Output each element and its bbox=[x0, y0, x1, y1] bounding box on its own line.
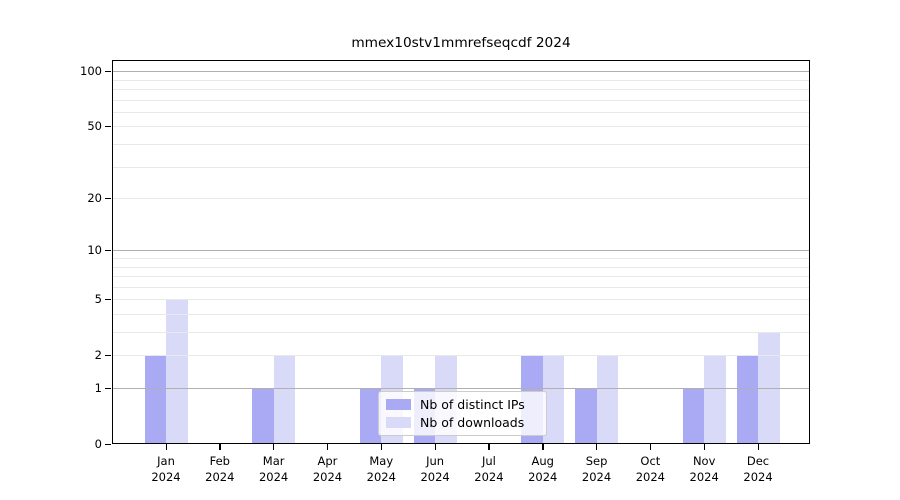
xtick-mark-may bbox=[380, 444, 383, 450]
bar-downloads-aug bbox=[542, 355, 565, 444]
gridline-minor-6 bbox=[112, 286, 810, 288]
legend-label-downloads: Nb of downloads bbox=[420, 415, 525, 430]
ytick-label-50: 50 bbox=[87, 119, 102, 134]
ytick-mark-50 bbox=[105, 125, 111, 128]
ytick-label-20: 20 bbox=[87, 191, 102, 206]
xtick-year-nov: 2024 bbox=[689, 470, 719, 484]
xtick-label-sep: Sep 2024 bbox=[567, 453, 627, 485]
xtick-mark-oct bbox=[649, 444, 652, 450]
bar-distinct-ips-mar bbox=[252, 388, 274, 444]
bar-distinct-ips-may bbox=[359, 388, 382, 444]
legend-row-downloads: Nb of downloads bbox=[386, 414, 539, 431]
legend-swatch-distinct-ips bbox=[386, 399, 411, 410]
xtick-year-aug: 2024 bbox=[528, 470, 558, 484]
xtick-mark-mar bbox=[273, 444, 275, 450]
bar-distinct-ips-jan bbox=[144, 355, 166, 444]
bar-distinct-ips-dec bbox=[736, 355, 759, 444]
chart-title: mmex10stv1mmrefseqcdf 2024 bbox=[351, 35, 571, 51]
bar-downloads-nov bbox=[704, 355, 726, 444]
xtick-label-dec: Dec 2024 bbox=[728, 453, 788, 485]
legend-label-distinct-ips: Nb of distinct IPs bbox=[420, 397, 525, 412]
gridline-major-1 bbox=[112, 388, 810, 389]
xtick-label-oct: Oct 2024 bbox=[620, 453, 680, 485]
legend-swatch-downloads bbox=[386, 417, 411, 428]
gridline-major-100 bbox=[112, 71, 810, 73]
gridline-minor-40 bbox=[112, 144, 810, 146]
gridline-minor-8 bbox=[112, 266, 810, 268]
xtick-mark-sep bbox=[596, 444, 598, 450]
gridline-minor-7 bbox=[112, 276, 810, 278]
xtick-year-jul: 2024 bbox=[474, 470, 504, 484]
xtick-label-feb: Feb 2024 bbox=[190, 453, 250, 485]
xtick-year-oct: 2024 bbox=[635, 470, 666, 484]
gridline-minor-3 bbox=[112, 332, 810, 334]
ytick-mark-1 bbox=[105, 387, 111, 389]
xtick-label-may: May 2024 bbox=[351, 453, 411, 485]
gridline-minor-9 bbox=[112, 258, 810, 259]
plot-area bbox=[112, 60, 810, 444]
xtick-label-mar: Mar 2024 bbox=[244, 453, 304, 485]
xtick-mark-apr bbox=[326, 444, 329, 450]
ytick-label-0: 0 bbox=[94, 437, 102, 451]
xtick-label-apr: Apr 2024 bbox=[297, 453, 357, 485]
ytick-label-100: 100 bbox=[80, 64, 102, 79]
xtick-year-mar: 2024 bbox=[258, 470, 289, 484]
bar-distinct-ips-sep bbox=[575, 388, 597, 444]
ytick-label-2: 2 bbox=[94, 348, 102, 363]
gridline-minor-4 bbox=[112, 313, 810, 315]
legend-row-distinct-ips: Nb of distinct IPs bbox=[386, 396, 539, 413]
ytick-label-5: 5 bbox=[94, 292, 102, 307]
gridline-minor-80 bbox=[112, 89, 810, 91]
xtick-year-apr: 2024 bbox=[312, 470, 343, 484]
ytick-mark-20 bbox=[105, 197, 111, 199]
gridline-minor-60 bbox=[112, 111, 810, 113]
xtick-year-may: 2024 bbox=[366, 470, 396, 484]
xtick-mark-jul bbox=[488, 444, 490, 450]
grid-layer bbox=[112, 60, 810, 444]
xtick-label-nov: Nov 2024 bbox=[674, 453, 734, 485]
xtick-label-jan: Jan 2024 bbox=[136, 453, 196, 485]
gridline-minor-50 bbox=[112, 126, 810, 128]
ytick-mark-100 bbox=[105, 70, 111, 72]
gridline-minor-2 bbox=[112, 355, 810, 357]
xtick-mark-jun bbox=[434, 444, 436, 450]
xtick-mark-jan bbox=[165, 444, 167, 450]
bar-downloads-sep bbox=[596, 355, 619, 444]
bar-downloads-jan bbox=[166, 299, 188, 444]
bar-downloads-mar bbox=[273, 355, 296, 444]
bar-distinct-ips-nov bbox=[682, 388, 705, 444]
ytick-mark-10 bbox=[105, 249, 111, 252]
xtick-year-jan: 2024 bbox=[151, 470, 181, 484]
gridline-major-10 bbox=[112, 250, 810, 252]
ytick-mark-2 bbox=[105, 354, 111, 357]
xtick-label-jul: Jul 2024 bbox=[459, 453, 519, 485]
xtick-label-jun: Jun 2024 bbox=[405, 453, 465, 485]
xtick-mark-feb bbox=[219, 444, 221, 450]
xtick-year-dec: 2024 bbox=[743, 470, 773, 484]
xtick-year-sep: 2024 bbox=[581, 470, 612, 484]
gridline-minor-5 bbox=[112, 299, 810, 301]
xtick-label-aug: Aug 2024 bbox=[513, 453, 573, 485]
xtick-mark-aug bbox=[542, 444, 544, 450]
xtick-year-feb: 2024 bbox=[205, 470, 235, 484]
gridline-minor-20 bbox=[112, 198, 810, 200]
chart-legend: Nb of distinct IPs Nb of downloads bbox=[378, 391, 547, 436]
gridline-minor-70 bbox=[112, 99, 810, 101]
ytick-label-10: 10 bbox=[87, 243, 102, 258]
xtick-mark-nov bbox=[703, 444, 705, 450]
ytick-label-1: 1 bbox=[94, 381, 102, 395]
gridline-minor-30 bbox=[112, 166, 810, 168]
ytick-mark-0 bbox=[105, 443, 111, 445]
xtick-mark-dec bbox=[757, 444, 759, 450]
xtick-year-jun: 2024 bbox=[420, 470, 450, 484]
ytick-mark-5 bbox=[105, 298, 111, 301]
gridline-minor-90 bbox=[112, 79, 810, 81]
